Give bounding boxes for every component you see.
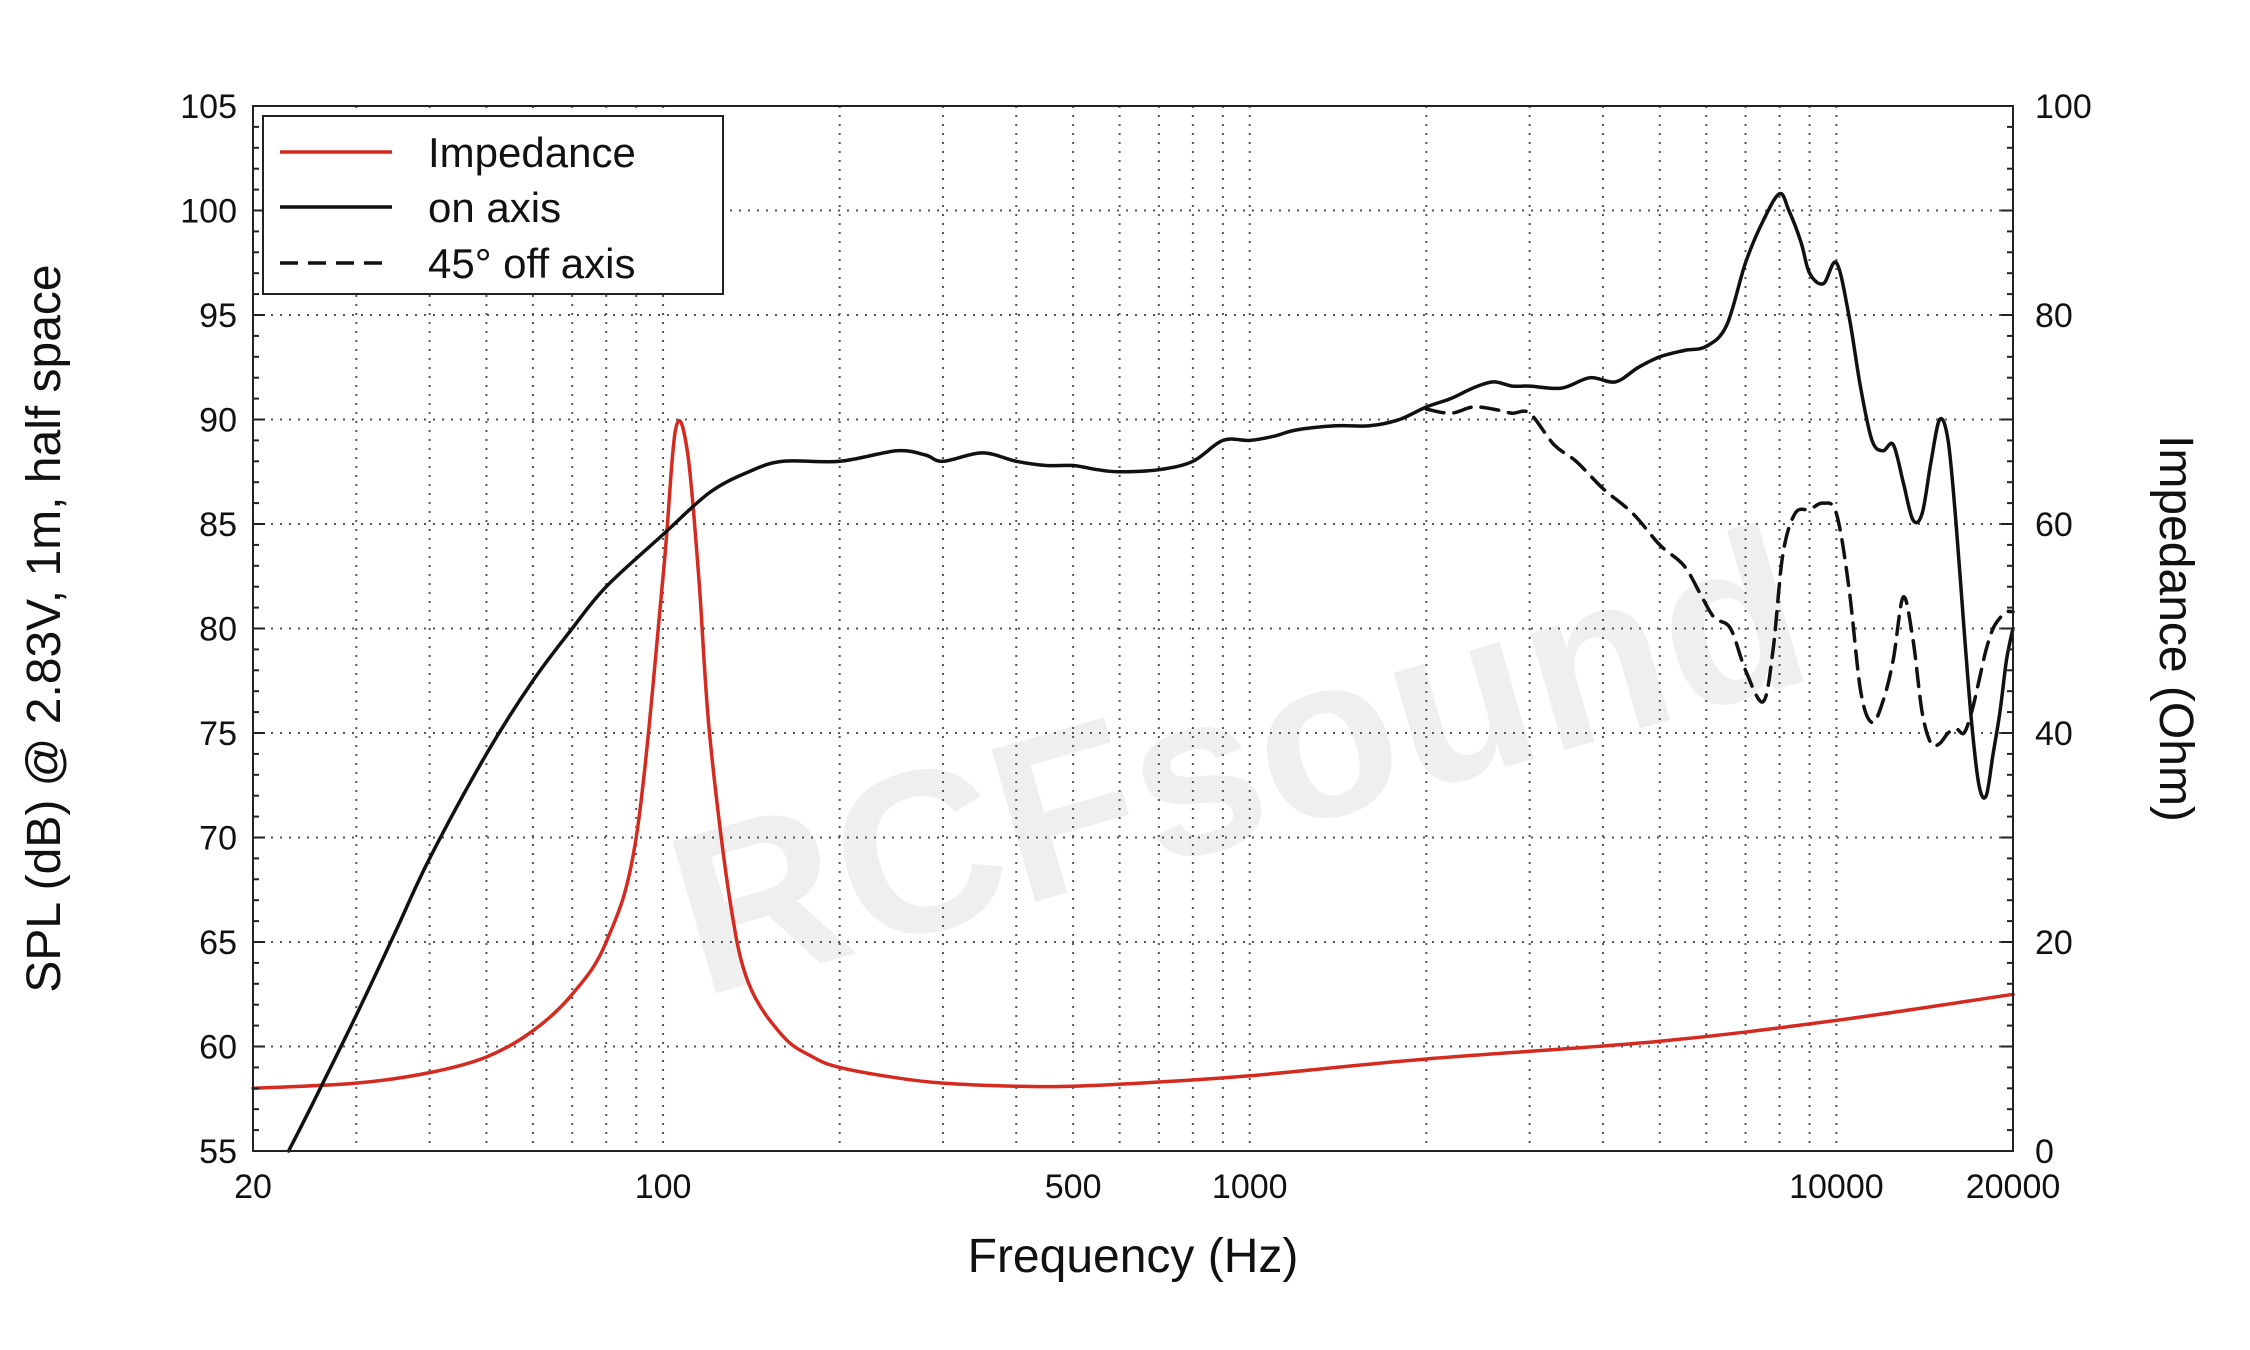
- y-tick-label: 85: [199, 506, 237, 544]
- y2-tick-label: 60: [2035, 506, 2073, 544]
- series-line-0: [251, 419, 2015, 1091]
- y2-tick-label: 80: [2035, 297, 2073, 335]
- series-line-2: [1424, 405, 2015, 748]
- x-tick-label: 10000: [1789, 1168, 1884, 1206]
- y-tick-label: 65: [199, 924, 237, 962]
- plot-series: [251, 191, 2015, 1153]
- watermark: RCFsound: [644, 477, 1832, 1044]
- x-tick-label: 500: [1045, 1168, 1102, 1206]
- legend-label-on-axis: on axis: [428, 184, 561, 231]
- y-tick-label: 60: [199, 1029, 237, 1067]
- grid-lines: [253, 106, 2013, 1151]
- y-tick-label: 75: [199, 715, 237, 753]
- y-tick-label: 55: [199, 1133, 237, 1171]
- series-line-1: [286, 191, 2015, 1153]
- x-tick-label: 1000: [1212, 1168, 1288, 1206]
- y-tick-label: 100: [180, 193, 237, 231]
- x-tick-label: 20000: [1966, 1168, 2061, 1206]
- y-tick-label: 70: [199, 820, 237, 858]
- legend-label-impedance: Impedance: [428, 129, 636, 176]
- legend: Impedance on axis 45° off axis: [262, 115, 724, 295]
- y2-axis-title: Impedance (Ohm): [2149, 435, 2202, 822]
- legend-label-45-off-axis: 45° off axis: [428, 240, 635, 287]
- y2-tick-label: 100: [2035, 88, 2092, 126]
- x-tick-label: 20: [234, 1168, 272, 1206]
- y-tick-label: 90: [199, 402, 237, 440]
- y2-tick-label: 40: [2035, 715, 2073, 753]
- y2-tick-label: 20: [2035, 924, 2073, 962]
- y-axis-title: SPL (dB) @ 2.83V, 1m, half space: [18, 264, 71, 992]
- y2-tick-label: 0: [2035, 1133, 2054, 1171]
- x-tick-label: 100: [635, 1168, 692, 1206]
- y-tick-label: 105: [180, 88, 237, 126]
- y-tick-label: 95: [199, 297, 237, 335]
- axis-ticks: 55 60 65 70 75 80 85 90 95 100 105 0 20 40 60 80 100 20 10…: [180, 88, 2091, 1206]
- y-tick-label: 80: [199, 611, 237, 649]
- x-axis-title: Frequency (Hz): [968, 1230, 1299, 1283]
